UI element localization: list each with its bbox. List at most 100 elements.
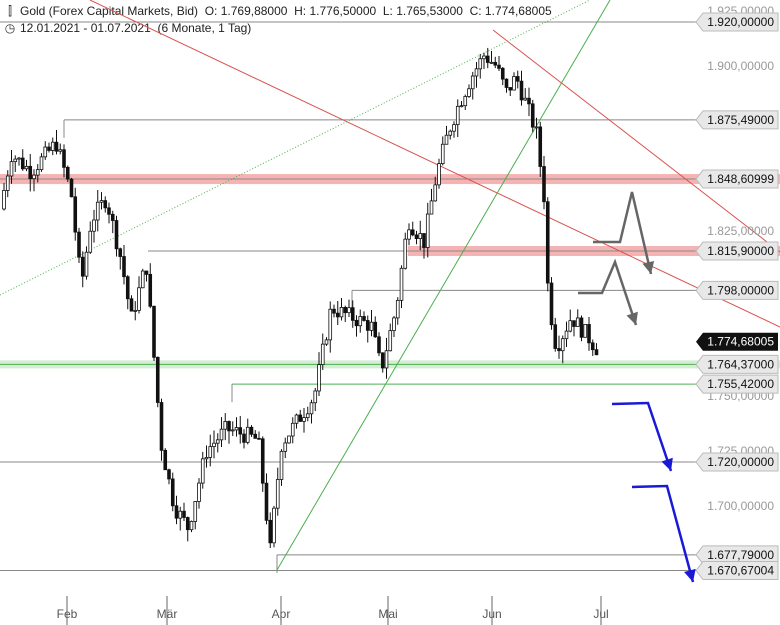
candle [433,176,438,202]
candle-body [549,282,554,326]
level-badge-label: 1.798,00000 [707,283,774,297]
candle [527,87,531,117]
candle [590,339,595,356]
trendline-green-dotted [0,0,591,296]
candle [587,316,591,351]
candle [324,337,329,346]
candle-body [125,276,130,300]
candle-body [575,317,580,327]
candle [557,335,561,359]
candle-body [369,321,374,331]
candle [474,61,479,88]
candle-body [504,78,509,88]
candle [73,187,78,241]
candle-body [343,307,348,314]
candle-body [463,96,468,107]
current-price-label: 1.774,68005 [707,335,774,349]
candle-body [594,349,599,356]
candle [542,156,546,210]
candle-body [62,149,66,168]
candle-body [133,310,138,312]
candle [200,451,205,489]
candle [440,136,445,166]
candle [159,398,164,461]
candle [553,317,558,352]
level-badge: 1.875,49000 [695,110,779,130]
candle-body [309,402,314,415]
candle [519,70,524,106]
candle-body [253,433,258,439]
candle-body [482,55,486,60]
candle-body [425,213,430,248]
candle-body [204,457,209,460]
candle-body [564,330,569,340]
candle-body [437,163,441,186]
level-badge-label: 1.875,49000 [707,113,774,127]
candle-body [43,146,48,158]
candle [62,144,66,178]
candle-body [500,67,505,80]
candle [287,435,291,444]
candle [298,409,303,422]
level-badge: 1.798,00000 [695,280,779,300]
candle-body [167,469,171,480]
candle-body [170,478,175,507]
candle [253,430,258,439]
candle-body [227,421,231,432]
chart-header-period: ◷ 12.01.2021 - 01.07.2021 (6 Monate, 1 Ta… [4,21,252,35]
candle [95,189,100,232]
candle-body [20,157,25,170]
candle [497,55,501,71]
candle [504,78,509,93]
candle-body [28,165,33,180]
candle [133,301,138,321]
candle-body [335,312,340,318]
candle-body [440,143,445,165]
candle [343,305,348,323]
candle-body [485,55,490,63]
trendline-red-short [492,29,780,253]
level-badge-bg [695,12,779,32]
candle [362,311,366,322]
candle [399,265,404,309]
candle [467,84,471,98]
candle-body [328,308,333,341]
candle-body [590,342,595,351]
candle-body [380,352,385,369]
candle [579,315,584,342]
candle-body [302,417,306,422]
candle-body [238,427,243,435]
candle [24,159,29,172]
candle-body [478,58,483,70]
candle-body [519,80,524,101]
scenario-arrow-blue-upper [611,401,673,472]
candle [313,387,318,412]
candle [482,52,486,70]
candle [328,301,333,353]
candle [392,315,396,338]
x-tick-label: Feb [57,607,78,621]
candle-body [95,201,100,221]
candle-body [80,256,85,277]
candle-body [39,156,44,171]
candle-body [362,316,366,321]
candle-body [305,413,310,418]
candle-body [17,157,21,160]
candle [110,210,115,234]
candle-body [470,75,475,90]
candle-body [339,307,344,318]
x-tick-label: Jul [593,607,608,621]
candle [223,413,228,441]
candle-body [579,317,584,338]
candle-body [392,317,396,332]
candle [459,101,464,108]
candle [77,227,81,263]
candle [388,323,393,352]
candle [493,56,498,69]
candle-body [197,482,201,502]
scenario-arrows [578,191,696,583]
axes: 1.925,000001.900,000001.825,000001.750,0… [57,4,779,625]
candle [227,420,231,444]
candle-body [118,248,123,257]
